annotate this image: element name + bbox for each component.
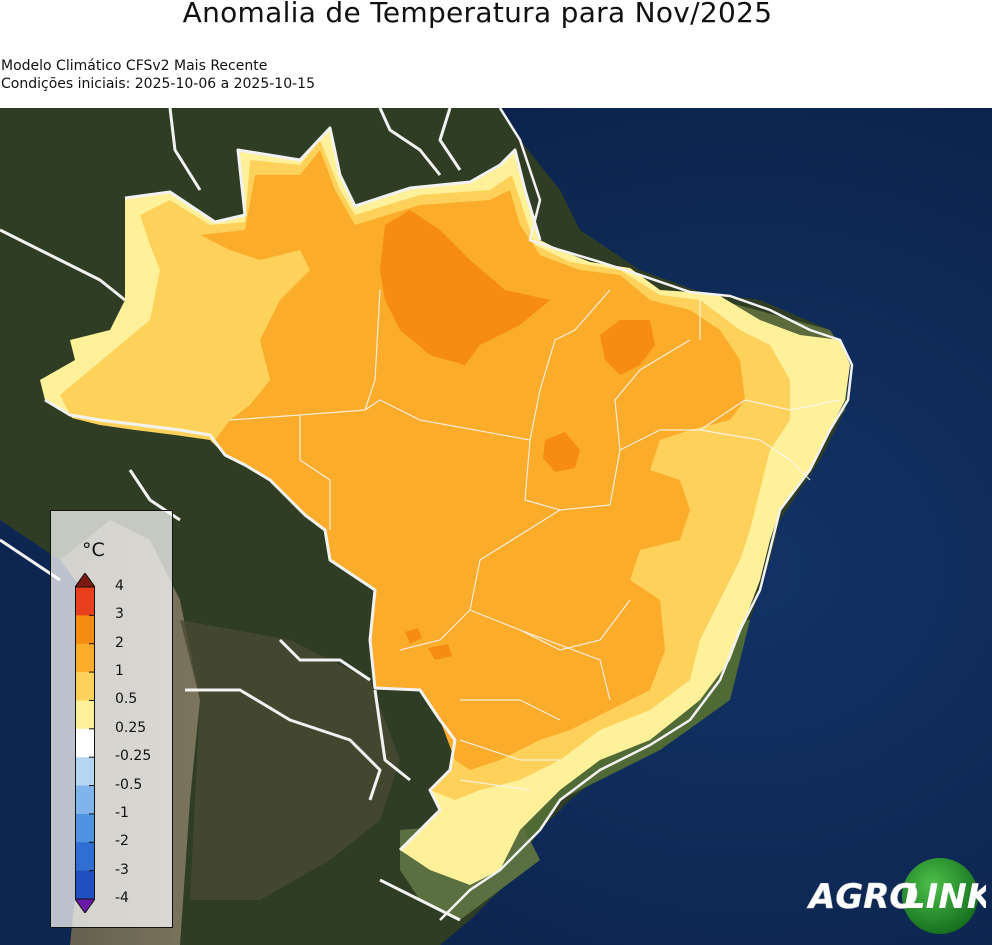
colorbar-outline [75,586,95,900]
anomaly-2-to-3-ms-b [428,644,452,660]
political-borders [0,108,542,922]
state-borders [229,289,841,791]
coastline [439,108,854,921]
colorbar-bin [75,672,95,701]
colorbar-over-triangle [75,573,95,588]
colorbar-tick-label: -2 [115,833,129,850]
colorbar-bin [75,728,95,758]
colorbar-tick-label: -4 [115,890,129,906]
initial-conditions-subtitle: Condições iniciais: 2025-10-06 a 2025-10… [1,76,315,92]
colorbar-bin [75,785,95,815]
map-title: Anomalia de Temperatura para Nov/2025 [182,0,773,29]
anomaly-1-to-2 [200,150,745,770]
colorbar-tick-label: 0.5 [115,691,138,708]
legend-unit: °C [82,539,105,561]
logo-circle [902,858,978,934]
temperature-anomaly-map [0,108,992,945]
colorbar-bin [75,615,95,645]
colorbar-tick-label: 4 [115,578,124,594]
colorbar-under-triangle [75,898,95,913]
colorbar-tick-label: -1 [115,804,129,821]
colorbar-tick-label: -3 [115,861,129,878]
colorbar-tick-label: -0.5 [115,776,143,793]
anomaly-2-to-3-tocantins [543,432,580,472]
colorbar-bin [75,643,95,673]
model-subtitle: Modelo Climático CFSv2 Mais Recente [1,58,268,74]
colorbar-tick-label: 2 [115,634,124,651]
agrolink-logo: AGRO LINK [806,858,986,934]
colorbar-bin [75,700,95,730]
colorbar-tick-label: 3 [115,606,124,623]
colorbar-bin [75,587,95,616]
logo-text-link: LINK [904,877,986,917]
colorbar-bin [75,842,95,872]
logo-text-agro: AGRO [806,877,918,917]
colorbar-bin [75,757,95,787]
colorbar-tick-label: -0.25 [115,748,152,765]
colorbar-tick-label: 0.25 [115,719,147,736]
colorbar-bin [75,870,95,900]
anomaly-2-to-3-north [380,210,550,365]
colorbar [75,573,95,913]
anomaly-2-to-3-maranhao [600,320,655,375]
colorbar-legend: °C 4 3 2 1 0.5 0.25 -0.25 -0.5 -1 -2 -3 -4 [50,510,173,928]
anomaly-2-to-3-ms-a [405,628,422,644]
colorbar-bin [75,813,95,843]
colorbar-tick-label: 1 [115,663,124,680]
